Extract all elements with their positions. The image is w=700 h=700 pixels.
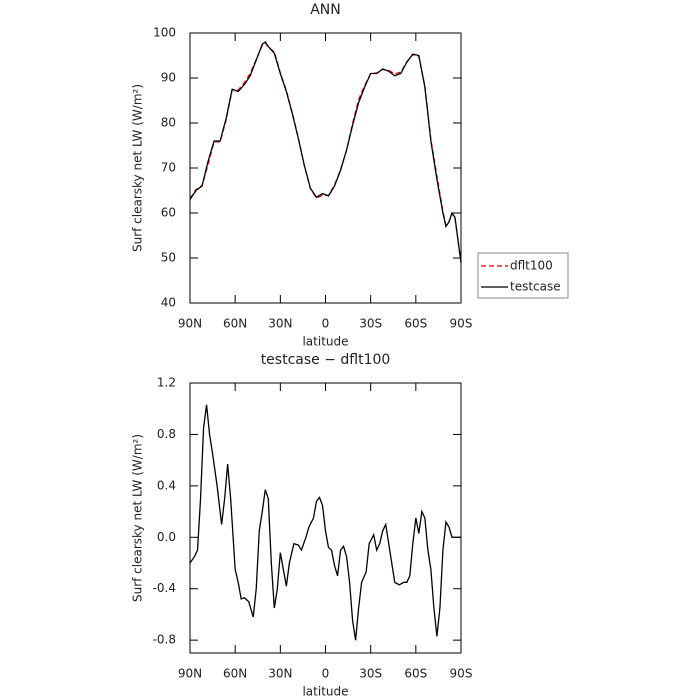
chart-title: ANN	[310, 2, 341, 18]
x-tick-label: 90S	[450, 667, 473, 681]
x-tick-label: 0	[322, 317, 330, 331]
x-tick-label: 30N	[268, 317, 292, 331]
x-axis-label: latitude	[302, 335, 348, 349]
y-tick-label: 60	[161, 206, 176, 220]
y-tick-label: 70	[161, 161, 176, 175]
x-tick-label: 60S	[404, 317, 427, 331]
y-tick-label: 0.4	[157, 478, 176, 492]
y-tick-label: -0.4	[153, 581, 176, 595]
y-tick-label: 1.2	[157, 376, 176, 390]
x-tick-label: 90N	[178, 317, 202, 331]
y-tick-label: 80	[161, 116, 176, 130]
x-tick-label: 60N	[223, 667, 247, 681]
x-tick-label: 90S	[450, 317, 473, 331]
y-axis-label: Surf clearsky net LW (W/m²)	[131, 84, 145, 252]
data-line	[189, 41, 462, 263]
plot-frame	[189, 32, 462, 304]
y-tick-label: 40	[161, 296, 176, 310]
y-tick-label: 100	[153, 26, 176, 40]
y-tick-label: 50	[161, 251, 176, 265]
y-tick-label: 0.8	[157, 427, 176, 441]
legend-label: testcase	[510, 280, 561, 294]
legend-box	[477, 252, 569, 299]
x-tick-label: 30S	[359, 667, 382, 681]
y-tick-label: 90	[161, 71, 176, 85]
y-tick-label: 0.0	[157, 530, 176, 544]
x-axis-label: latitude	[302, 685, 348, 699]
x-tick-label: 60N	[223, 317, 247, 331]
y-tick-label: -0.8	[153, 633, 176, 647]
x-tick-label: 30N	[268, 667, 292, 681]
data-line	[189, 41, 462, 263]
chart-title: testcase − dflt100	[261, 352, 391, 368]
x-tick-label: 0	[322, 667, 330, 681]
x-tick-label: 60S	[404, 667, 427, 681]
x-tick-label: 30S	[359, 317, 382, 331]
y-axis-label: Surf clearsky net LW (W/m²)	[131, 434, 145, 602]
data-line	[189, 404, 461, 641]
x-tick-label: 90N	[178, 667, 202, 681]
legend-label: dflt100	[510, 259, 553, 273]
